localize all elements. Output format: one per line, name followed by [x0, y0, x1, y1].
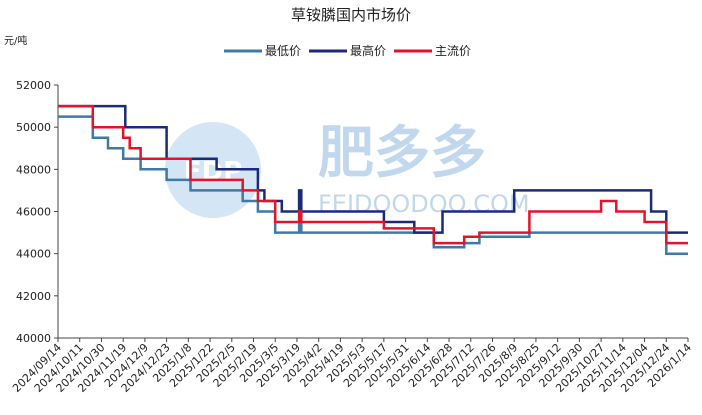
y-tick-label: 44000	[16, 248, 51, 261]
y-tick-label: 42000	[16, 290, 51, 303]
legend: 最低价 最高价 主流价	[224, 43, 471, 58]
watermark-brand: 肥多多	[318, 121, 486, 186]
plot-area: 400004200044000460004800050000520002024/…	[10, 79, 694, 395]
y-tick-label: 48000	[16, 163, 51, 176]
legend-label-low: 最低价	[265, 44, 301, 58]
y-unit-label: 元/吨	[4, 34, 27, 47]
watermark-site: FEIDOODOO.COM	[318, 190, 530, 218]
watermark: FDP 肥多多 FEIDOODOO.COM	[165, 121, 530, 218]
legend-label-main: 主流价	[435, 44, 471, 58]
watermark-logo-text: FDP	[184, 157, 242, 187]
watermark-logo-circle	[165, 122, 261, 218]
series-line-1	[58, 104, 688, 234]
chart-title: 草铵膦国内市场价	[291, 6, 411, 24]
y-tick-label: 46000	[16, 206, 51, 219]
y-tick-label: 50000	[16, 121, 51, 134]
y-tick-label: 40000	[16, 332, 51, 345]
series-line-0	[58, 115, 688, 255]
legend-label-high: 最高价	[350, 43, 386, 58]
y-tick-label: 52000	[16, 79, 51, 92]
series-line-2	[58, 104, 688, 245]
